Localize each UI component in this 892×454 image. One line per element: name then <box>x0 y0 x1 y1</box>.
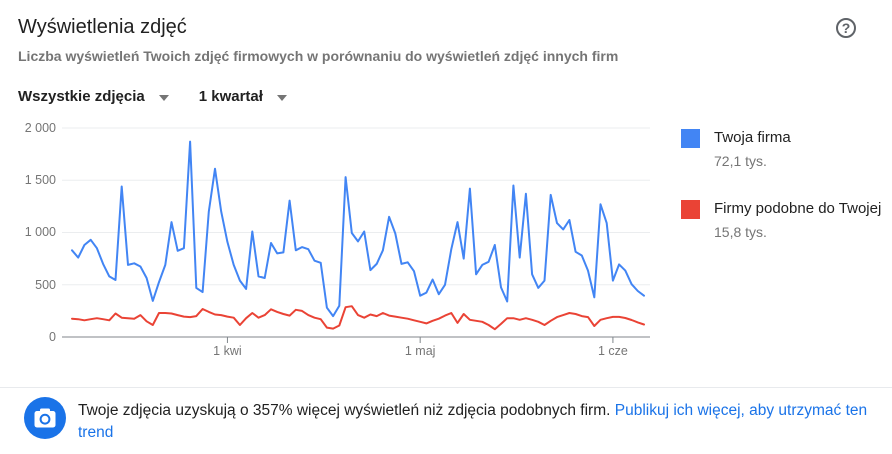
period-dropdown[interactable]: 1 kwartał <box>199 88 287 105</box>
x-axis-label: 1 maj <box>404 344 436 358</box>
legend-entry-similar-businesses: Firmy podobne do Twojej 15,8 tys. <box>681 199 881 240</box>
photo-type-dropdown-value: Wszystkie zdjęcia <box>18 88 145 105</box>
y-axis-label: 1 500 <box>24 173 56 187</box>
legend-swatch-red <box>681 200 700 219</box>
filters-row: Wszystkie zdjęcia 1 kwartał <box>18 88 287 105</box>
line-chart-plot-area[interactable] <box>62 120 656 356</box>
y-axis-label: 1 000 <box>24 225 56 239</box>
x-axis-label: 1 cze <box>597 344 628 358</box>
photo-type-dropdown[interactable]: Wszystkie zdjęcia <box>18 88 169 105</box>
publish-more-link[interactable]: Publikuj ich więcej, aby utrzymać ten tr… <box>78 402 868 441</box>
y-axis-label: 0 <box>49 330 56 344</box>
legend-total: 72,1 tys. <box>714 153 767 169</box>
divider <box>0 387 892 388</box>
chevron-down-icon <box>158 94 169 101</box>
page-title: Wyświetlenia zdjęć <box>18 16 187 38</box>
x-axis-label: 1 kwi <box>213 344 242 358</box>
legend-entry-your-business: Twoja firma 72,1 tys. <box>681 128 881 169</box>
page-subtitle: Liczba wyświetleń Twoich zdjęć firmowych… <box>18 48 619 64</box>
series-line-0 <box>71 140 645 318</box>
footer-tip-message: Twoje zdjęcia uzyskują o 357% więcej wyś… <box>78 402 611 419</box>
question-mark-glyph: ? <box>841 20 851 36</box>
period-dropdown-value: 1 kwartał <box>198 88 263 105</box>
y-axis-label: 500 <box>35 278 56 292</box>
help-icon[interactable]: ? <box>836 18 856 38</box>
footer-tip: Twoje zdjęcia uzyskują o 357% więcej wyś… <box>78 400 878 444</box>
legend-total: 15,8 tys. <box>714 224 767 240</box>
chart-legend: Twoja firma 72,1 tys. Firmy podobne do T… <box>681 128 881 270</box>
legend-swatch-blue <box>681 129 700 148</box>
legend-label: Twoja firma <box>714 129 791 146</box>
chevron-down-icon <box>276 94 287 101</box>
legend-label: Firmy podobne do Twojej <box>714 200 882 217</box>
series-line-1 <box>71 305 645 331</box>
camera-icon <box>24 397 66 439</box>
y-axis-label: 2 000 <box>24 121 56 135</box>
